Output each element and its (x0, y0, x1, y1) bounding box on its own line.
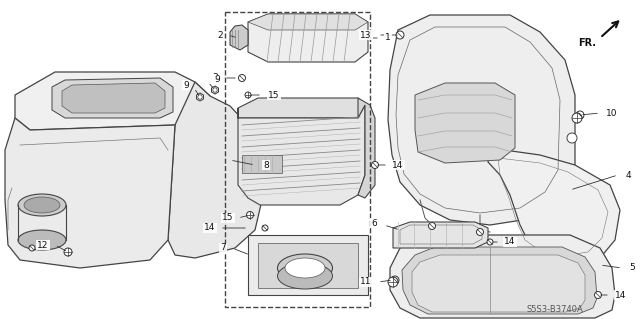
Text: FR.: FR. (578, 38, 596, 48)
Circle shape (396, 31, 404, 39)
Circle shape (567, 133, 577, 143)
Polygon shape (258, 243, 358, 288)
Polygon shape (52, 78, 173, 118)
Text: 14: 14 (615, 291, 627, 300)
Polygon shape (390, 235, 615, 318)
Circle shape (198, 95, 202, 99)
Polygon shape (230, 25, 248, 50)
Polygon shape (15, 72, 210, 130)
Text: 8: 8 (263, 160, 269, 169)
Text: 9: 9 (183, 80, 189, 90)
Text: 6: 6 (371, 219, 377, 227)
Text: 4: 4 (625, 170, 631, 180)
Text: S5S3-B3740A: S5S3-B3740A (527, 306, 584, 315)
Polygon shape (248, 235, 368, 295)
Ellipse shape (278, 254, 333, 282)
Polygon shape (5, 118, 175, 268)
Polygon shape (238, 105, 365, 205)
Ellipse shape (18, 194, 66, 216)
Text: 2: 2 (217, 31, 223, 40)
Polygon shape (388, 15, 575, 225)
Circle shape (576, 111, 584, 119)
Circle shape (429, 222, 435, 229)
Polygon shape (358, 98, 375, 198)
Text: 7: 7 (220, 243, 226, 253)
Polygon shape (212, 86, 218, 94)
Text: 14: 14 (204, 224, 216, 233)
Text: 15: 15 (268, 91, 280, 100)
Circle shape (477, 228, 483, 235)
Polygon shape (488, 148, 620, 262)
Polygon shape (196, 93, 204, 101)
Text: 13: 13 (360, 31, 372, 40)
Circle shape (246, 211, 253, 219)
Circle shape (212, 88, 217, 92)
Polygon shape (412, 255, 585, 312)
Polygon shape (168, 82, 262, 258)
Circle shape (371, 161, 378, 168)
Polygon shape (248, 14, 368, 30)
Ellipse shape (278, 263, 333, 289)
Polygon shape (62, 83, 165, 113)
Polygon shape (415, 83, 515, 163)
Text: 5: 5 (629, 263, 635, 272)
Circle shape (391, 276, 399, 284)
Polygon shape (393, 222, 488, 248)
Text: 11: 11 (360, 278, 372, 286)
Text: 9: 9 (214, 76, 220, 85)
Ellipse shape (285, 258, 325, 278)
Ellipse shape (18, 230, 66, 250)
Circle shape (29, 245, 35, 251)
Circle shape (64, 248, 72, 256)
Circle shape (262, 225, 268, 231)
Polygon shape (248, 14, 368, 62)
Text: 10: 10 (606, 108, 618, 117)
Circle shape (239, 75, 246, 81)
Circle shape (245, 92, 251, 98)
Text: 14: 14 (392, 160, 404, 169)
Circle shape (595, 292, 602, 299)
Circle shape (487, 239, 493, 245)
Text: 3: 3 (212, 73, 218, 83)
Circle shape (388, 277, 398, 287)
Text: 14: 14 (504, 238, 516, 247)
Text: 1: 1 (385, 33, 391, 42)
Circle shape (572, 113, 582, 123)
Polygon shape (402, 247, 597, 314)
Ellipse shape (24, 197, 60, 213)
Text: 15: 15 (222, 213, 234, 222)
Polygon shape (238, 98, 365, 118)
Text: 12: 12 (37, 241, 49, 249)
Bar (225, 12, 370, 307)
Bar (242, 155, 282, 173)
